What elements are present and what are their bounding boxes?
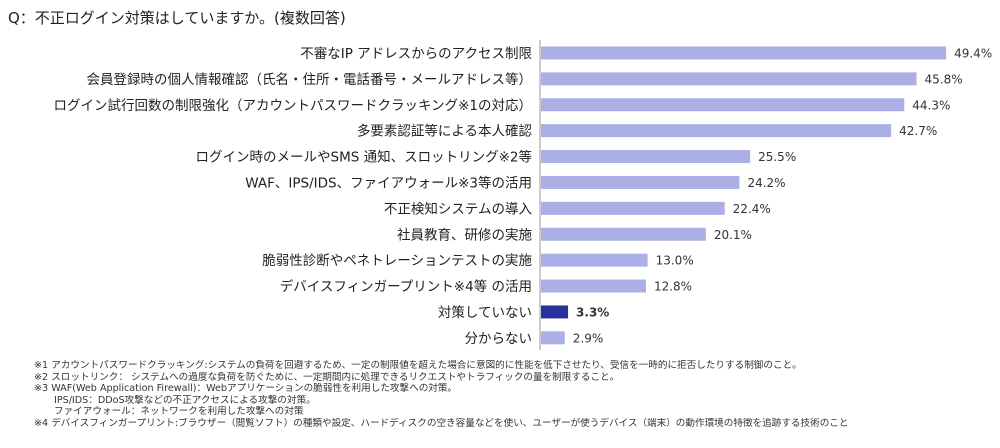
bar [541,253,648,267]
horizontal-bar-chart: 不審なIP アドレスからのアクセス制限 49.4% 会員登録時の個人情報確認（氏名・… [54,40,992,350]
bar [541,279,646,293]
category-label: 社員教育、研修の実施 [397,227,532,243]
category-label: 対策していない [438,304,532,321]
value-label: 49.4% [954,46,992,60]
chart-title: Q：不正ログイン対策はしていますか。(複数回答) [8,9,346,27]
value-label: 22.4% [733,202,771,216]
value-label: 45.8% [925,72,963,86]
footnote-3: ※3 WAF(Web Application Firewall)：Webアプリケ… [34,383,458,395]
value-label: 2.9% [573,331,604,345]
bar [541,72,917,86]
category-label: 多要素認証等による本人確認 [357,123,533,140]
value-label: 25.5% [758,150,796,164]
footnote-4: ※4 デバイスフィンガープリント:ブラウザー（閲覧ソフト）の種類や設定、ハードデ… [34,417,849,429]
footnotes: ※1 アカウントパスワードクラッキング:システムの負荷を回避するため、一定の制限… [34,360,994,430]
footnote-1: ※1 アカウントパスワードクラッキング:システムの負荷を回避するため、一定の制限… [34,360,802,371]
category-label: 分からない [465,331,533,347]
value-label: 3.3% [576,305,609,319]
value-label: 20.1% [714,228,752,242]
category-label: 不正検知システムの導入 [384,200,533,217]
category-label: 会員登録時の個人情報確認（氏名・住所・電話番号・メールアドレス等） [87,71,533,88]
bar [541,331,565,345]
bar [541,98,905,112]
bar [541,150,751,164]
bar [541,305,569,319]
category-label: デバイスフィンガープリント※4等 の活用 [280,278,532,295]
footnote-2: ※2 スロットリンク： システムへの過度な負荷を防ぐために、一定期間内に処理でき… [34,371,620,383]
bar [541,201,725,215]
value-label: 42.7% [899,124,937,138]
bar [541,124,892,138]
category-label: 不審なIP アドレスからのアクセス制限 [300,46,532,62]
bar [541,227,706,241]
bar [541,175,740,189]
category-label: WAF、IPS/IDS、ファイアウォール※3等の活用 [245,174,532,191]
category-label: ログイン時のメールやSMS 通知、スロットリング※2等 [196,149,532,166]
value-label: 44.3% [912,98,950,112]
category-label: ログイン試行回数の制限強化（アカウントパスワードクラッキング※1の対応） [54,98,533,114]
category-label: 脆弱性診断やペネトレーションテストの実施 [262,252,532,269]
value-label: 24.2% [747,176,785,190]
value-label: 12.8% [654,280,692,294]
value-label: 13.0% [656,254,694,268]
footnote-3-ips: IPS/IDS：DDoS攻撃などの不正アクセスによる攻撃の対策。 [54,394,316,406]
footnote-3-firewall: ファイアウォール：ネットワークを利用した攻撃への対策 [54,406,304,418]
bar [541,46,947,60]
